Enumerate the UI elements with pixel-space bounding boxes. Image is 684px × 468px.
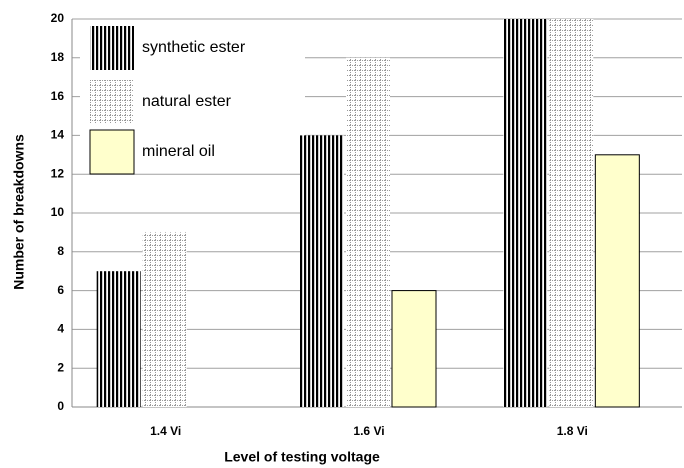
y-tick-label: 20 <box>51 11 65 25</box>
bar <box>594 154 640 408</box>
y-tick-label: 2 <box>57 360 64 374</box>
y-axis-label: Number of breakdowns <box>11 134 27 290</box>
y-tick-label: 4 <box>57 322 64 336</box>
legend-swatch <box>89 129 135 175</box>
x-tick-label: 1.4 Vi <box>150 424 181 438</box>
y-tick-label: 6 <box>57 283 64 297</box>
bar <box>300 135 344 407</box>
legend-swatch <box>90 80 134 124</box>
bar <box>391 290 437 408</box>
legend-label: synthetic ester <box>142 39 246 56</box>
bar <box>346 57 390 408</box>
x-axis-label: Level of testing voltage <box>224 449 380 465</box>
y-tick-label: 12 <box>51 166 65 180</box>
y-tick-label: 0 <box>57 399 64 413</box>
y-tick-label: 18 <box>51 50 65 64</box>
bar <box>96 271 141 407</box>
bar <box>503 19 548 407</box>
legend-swatch <box>90 26 134 70</box>
x-tick-label: 1.6 Vi <box>353 424 384 438</box>
y-tick-label: 8 <box>57 244 64 258</box>
legend-label: mineral oil <box>142 143 215 160</box>
bar <box>142 232 187 407</box>
legend-label: natural ester <box>142 93 232 110</box>
y-tick-label: 16 <box>51 89 65 103</box>
bar <box>549 19 594 407</box>
y-tick-label: 14 <box>51 128 65 142</box>
y-tick-label: 10 <box>51 205 65 219</box>
x-tick-label: 1.8 Vi <box>557 424 588 438</box>
